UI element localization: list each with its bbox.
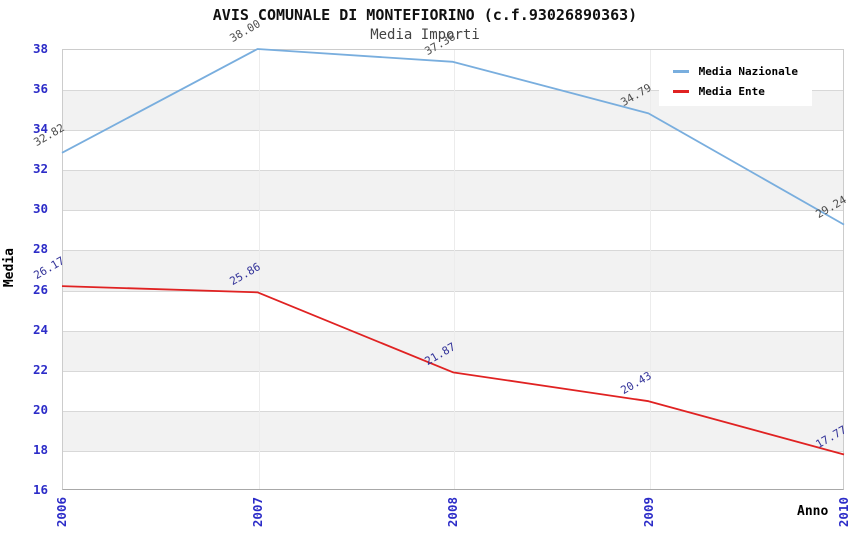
- plot-band: [63, 170, 843, 211]
- y-tick-label: 18: [32, 441, 48, 457]
- horizontal-gridline: [63, 130, 843, 132]
- legend-item-media-ente: Media Ente: [672, 85, 798, 98]
- horizontal-gridline: [63, 170, 843, 172]
- y-tick-label: 36: [32, 81, 48, 97]
- horizontal-gridline: [63, 410, 843, 412]
- x-tick-label: 2010: [836, 497, 850, 528]
- y-tick-label: 30: [32, 201, 48, 217]
- y-tick-label: 34: [32, 121, 48, 137]
- plot-band: [63, 410, 843, 451]
- legend-item-media-nazionale: Media Nazionale: [672, 65, 798, 78]
- chart-subtitle: Media Importi: [370, 27, 480, 43]
- vertical-gridline: [258, 50, 260, 489]
- plot-band: [63, 250, 843, 291]
- y-tick-label: 38: [32, 41, 48, 56]
- plot-area: [62, 49, 844, 490]
- chart-title: AVIS COMUNALE DI MONTEFIORINO (c.f.93026…: [212, 6, 638, 24]
- legend-line-swatch-blue-icon: [672, 70, 689, 73]
- horizontal-gridline: [63, 330, 843, 332]
- y-tick-label: 32: [32, 161, 48, 177]
- horizontal-gridline: [63, 290, 843, 292]
- x-tick-label: 2006: [54, 497, 69, 528]
- y-tick-label: 20: [32, 401, 48, 417]
- legend-label: Media Nazionale: [698, 65, 798, 78]
- x-axis-title: Anno: [797, 504, 829, 519]
- x-tick-label: 2008: [445, 497, 460, 528]
- vertical-gridline: [649, 50, 651, 489]
- y-tick-label: 28: [32, 241, 48, 257]
- y-tick-label: 16: [32, 482, 48, 497]
- legend-label: Media Ente: [698, 85, 765, 98]
- horizontal-gridline: [63, 370, 843, 372]
- vertical-gridline: [454, 50, 455, 489]
- horizontal-gridline: [63, 450, 843, 452]
- y-tick-label: 22: [32, 361, 48, 377]
- horizontal-gridline: [63, 210, 843, 212]
- horizontal-gridline: [63, 250, 843, 252]
- y-tick-label: 24: [32, 321, 48, 337]
- legend-line-swatch-red-icon: [672, 90, 689, 93]
- x-tick-label: 2009: [640, 497, 656, 528]
- x-tick-label: 2007: [249, 497, 265, 528]
- legend: Media Nazionale Media Ente: [658, 57, 812, 106]
- y-tick-label: 26: [32, 281, 48, 297]
